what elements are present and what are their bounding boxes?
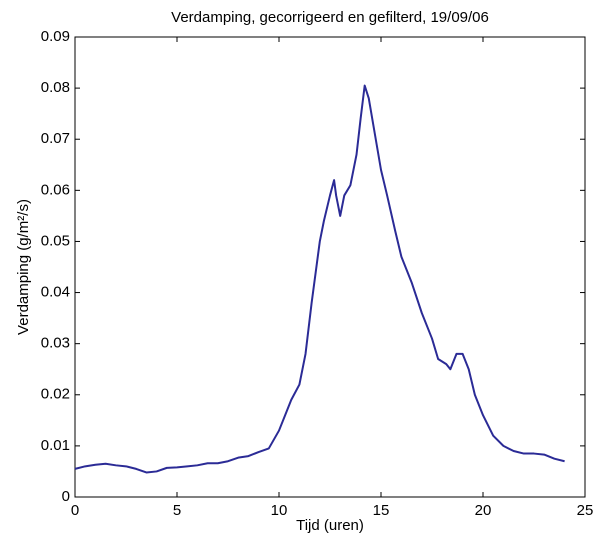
y-tick-label: 0.09 xyxy=(41,28,70,45)
y-tick-label: 0.04 xyxy=(41,284,70,301)
plot-frame xyxy=(74,36,586,498)
data-line xyxy=(74,84,565,474)
x-tick-label: 10 xyxy=(271,502,288,519)
x-tick-label: 15 xyxy=(373,502,390,519)
y-tick-label: 0.06 xyxy=(41,181,70,198)
y-axis-label: Verdamping (g/m²/s) xyxy=(15,199,32,335)
y-tick-label: 0.05 xyxy=(41,232,70,249)
y-tick-label: 0.07 xyxy=(41,130,70,147)
y-tick-label: 0 xyxy=(62,488,70,505)
y-tick-label: 0.03 xyxy=(41,335,70,352)
chart-title: Verdamping, gecorrigeerd en gefilterd, 1… xyxy=(171,9,489,26)
x-tick-label: 20 xyxy=(475,502,492,519)
x-tick-label: 0 xyxy=(71,502,79,519)
y-tick-label: 0.02 xyxy=(41,386,70,403)
x-tick-label: 5 xyxy=(173,502,181,519)
y-tick-label: 0.08 xyxy=(41,79,70,96)
x-tick-label: 25 xyxy=(577,502,594,519)
x-axis-label: Tijd (uren) xyxy=(296,517,364,534)
y-tick-label: 0.01 xyxy=(41,437,70,454)
